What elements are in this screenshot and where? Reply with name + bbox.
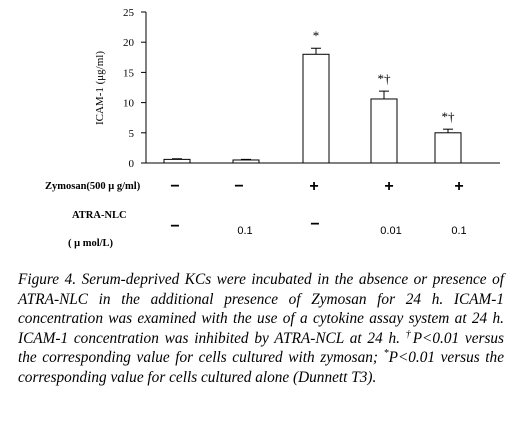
atra-nlc-value-1: − <box>170 218 180 235</box>
y-axis-label: ICAM-1 (μg/ml) <box>94 51 106 125</box>
atra-nlc-value-2: 0.1 <box>237 225 253 237</box>
bar <box>232 159 260 164</box>
caption-text-2: P<0.01 versus the corresponding value fo… <box>18 329 504 367</box>
atra-nlc-row-label: ATRA-NLC <box>72 210 127 221</box>
caption-figure-label: Figure 4. <box>18 271 77 288</box>
significance-label: *† <box>378 71 392 86</box>
y-tick-label: 5 <box>129 128 135 140</box>
atra-nlc-value-4: 0.01 <box>380 225 402 237</box>
units-label: ( μ mol/L) <box>68 238 114 249</box>
bar <box>302 53 330 164</box>
zymosan-value-3: + <box>309 178 319 195</box>
y-ticks: 0 5 10 15 20 25 <box>123 7 146 170</box>
zymosan-value-2: − <box>234 178 244 195</box>
atra-nlc-value-3: − <box>310 216 320 233</box>
caption-dagger: † <box>405 328 413 340</box>
y-tick-label: 25 <box>123 7 135 19</box>
caption-star: * <box>383 347 389 359</box>
zymosan-row-label: Zymosan(500 μ g/ml) <box>45 181 141 192</box>
bar <box>434 132 462 164</box>
figure-caption: Figure 4. Serum-deprived KCs were incuba… <box>18 270 504 387</box>
bar <box>370 98 398 164</box>
caption-text-1: Serum-deprived KCs were incubated in the… <box>18 271 504 347</box>
y-tick-label: 10 <box>123 98 135 110</box>
y-tick-label: 0 <box>129 158 135 170</box>
caption-text-3: P<0.01 versus the corresponding value fo… <box>18 349 504 386</box>
significance-label: * <box>313 28 320 43</box>
zymosan-value-4: + <box>384 178 394 195</box>
bars: * *† *† <box>163 28 462 164</box>
significance-label: *† <box>442 109 456 124</box>
bar <box>163 158 191 164</box>
y-tick-label: 20 <box>123 37 135 49</box>
zymosan-value-5: + <box>454 178 464 195</box>
zymosan-value-1: − <box>170 178 180 195</box>
atra-nlc-value-5: 0.1 <box>451 225 467 237</box>
chart: 0 5 10 15 20 25 * *† *† ICAM-1 (μg/ml) <box>94 7 500 170</box>
y-tick-label: 15 <box>123 67 135 79</box>
